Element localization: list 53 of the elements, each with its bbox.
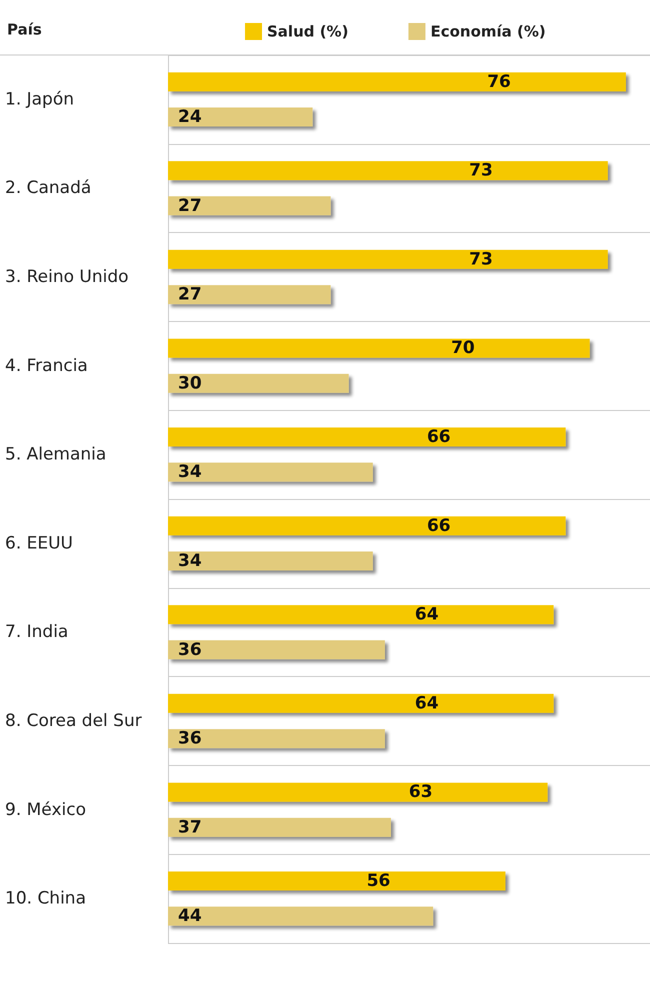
data-label: 27 xyxy=(178,284,202,305)
bar xyxy=(168,729,385,748)
bar xyxy=(168,462,373,482)
data-label: 63 xyxy=(408,782,433,802)
data-label: 34 xyxy=(178,462,202,482)
bar xyxy=(168,551,373,570)
data-label: 36 xyxy=(178,728,202,749)
data-label: 64 xyxy=(414,604,439,625)
data-label: 64 xyxy=(414,693,439,714)
data-label: 76 xyxy=(487,72,511,92)
y-tick-label: 6. EEUU xyxy=(5,533,73,554)
y-axis-title: País xyxy=(7,20,42,38)
data-label: 66 xyxy=(426,427,451,448)
bar xyxy=(168,196,331,216)
data-label: 36 xyxy=(178,640,202,660)
bar xyxy=(168,906,434,926)
bar xyxy=(168,72,626,92)
data-label: 66 xyxy=(426,516,451,536)
bar xyxy=(168,161,608,180)
y-tick-label: 3. Reino Unido xyxy=(5,267,129,287)
data-label: 56 xyxy=(366,871,390,892)
legend-label: Salud (%) xyxy=(267,22,348,40)
bar xyxy=(168,338,590,358)
bar xyxy=(168,818,391,837)
bar xyxy=(168,107,313,126)
bar xyxy=(168,872,506,891)
data-label: 73 xyxy=(469,160,493,181)
y-tick-label: 1. Japón xyxy=(5,89,74,110)
data-label: 30 xyxy=(178,373,202,394)
y-tick-label: 5. Alemania xyxy=(5,444,106,465)
y-tick-label: 2. Canadá xyxy=(5,178,92,198)
y-tick-label: 4. Francia xyxy=(5,356,88,376)
data-label: 37 xyxy=(178,817,202,838)
bar xyxy=(168,640,385,660)
data-label: 34 xyxy=(178,550,202,571)
y-tick-label: 8. Corea del Sur xyxy=(5,711,142,731)
bar xyxy=(168,285,331,304)
bar xyxy=(168,250,608,269)
y-tick-label: 7. India xyxy=(5,622,68,642)
bar xyxy=(168,374,349,393)
y-tick-label: 10. China xyxy=(5,888,86,909)
data-label: 24 xyxy=(178,106,202,127)
data-label: 73 xyxy=(469,249,493,270)
bar xyxy=(168,605,554,624)
bar xyxy=(168,694,554,713)
bar xyxy=(168,782,548,802)
data-label: 44 xyxy=(178,906,202,926)
y-tick-label: 9. México xyxy=(5,800,86,820)
data-label: 27 xyxy=(178,196,202,216)
bar xyxy=(168,516,566,536)
legend-label: Economía (%) xyxy=(430,22,546,40)
data-label: 70 xyxy=(451,338,475,358)
bar xyxy=(168,428,566,447)
